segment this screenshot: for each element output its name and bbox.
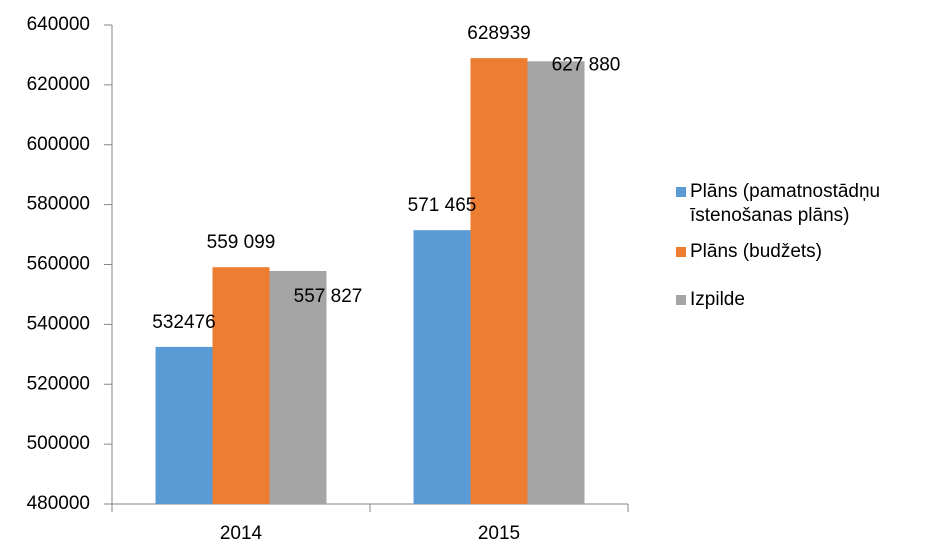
y-tick-label: 620000: [27, 74, 90, 95]
legend-label: Plāns (pamatnostādņu īstenošanas plāns): [690, 181, 881, 226]
y-tick-label: 640000: [27, 14, 90, 35]
legend-label: Izpilde: [690, 289, 745, 310]
data-label: 571 465: [408, 195, 477, 216]
legend-item: Plāns (budžets): [676, 240, 926, 264]
legend-swatch: [676, 295, 686, 305]
legend: Plāns (pamatnostādņu īstenošanas plāns) P…: [676, 180, 926, 324]
y-tick-label: 520000: [27, 373, 90, 394]
data-label: 557 827: [294, 286, 363, 307]
y-tick-label: 540000: [27, 313, 90, 334]
legend-item: Plāns (pamatnostādņu īstenošanas plāns): [676, 180, 926, 228]
bar: [413, 230, 471, 505]
legend-swatch: [676, 187, 686, 197]
y-tick-label: 560000: [27, 254, 90, 275]
x-tick-label: 2015: [478, 523, 520, 544]
y-tick-label: 500000: [27, 433, 90, 454]
bar: [212, 267, 270, 504]
data-label: 532476: [152, 312, 215, 333]
y-tick-label: 480000: [27, 493, 90, 514]
y-tick-label: 600000: [27, 134, 90, 155]
legend-label: Plāns (budžets): [690, 241, 823, 262]
bar: [269, 271, 327, 504]
bar: [155, 346, 213, 504]
bar: [470, 58, 528, 505]
data-label: 628939: [467, 23, 530, 44]
legend-swatch: [676, 247, 686, 257]
x-tick-label: 2014: [220, 523, 263, 544]
legend-item: Izpilde: [676, 288, 926, 312]
bar: [527, 61, 585, 505]
y-tick-label: 580000: [27, 194, 90, 215]
data-label: 559 099: [207, 232, 276, 253]
data-label: 627 880: [552, 54, 621, 75]
